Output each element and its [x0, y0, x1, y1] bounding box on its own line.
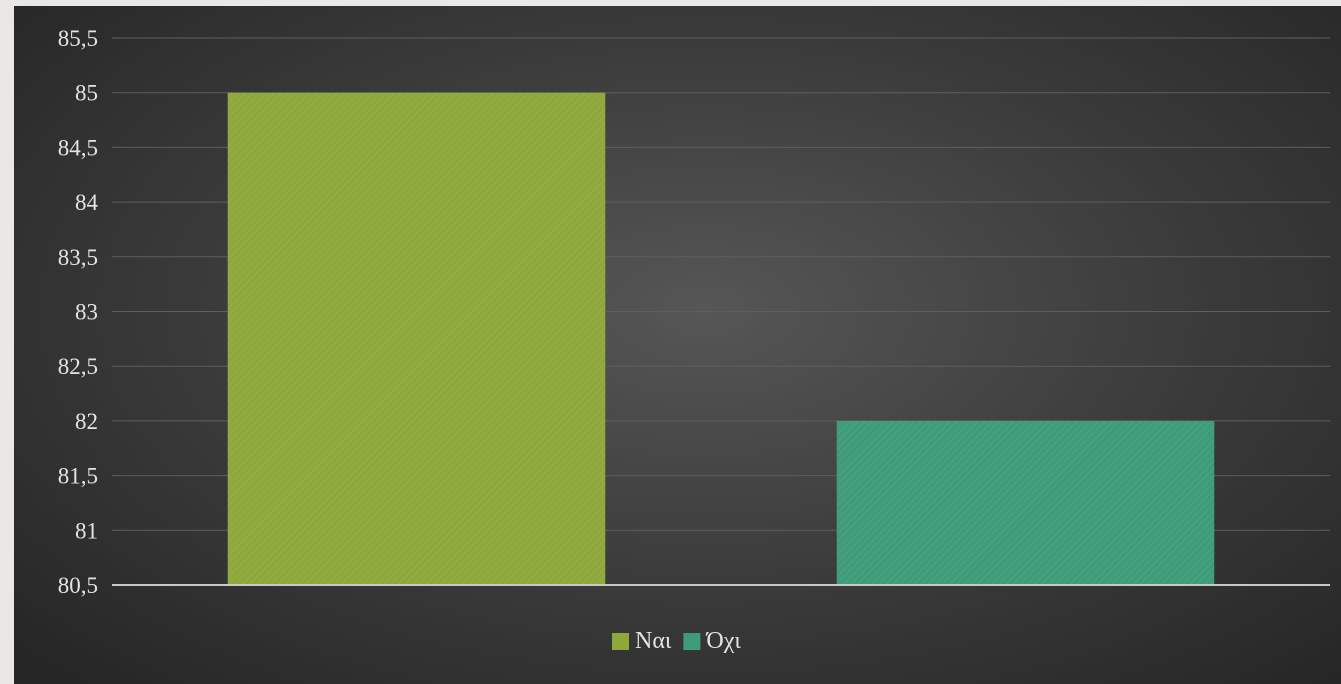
- y-tick-label: 85: [75, 81, 98, 106]
- y-axis: 80,5 81 81,5 82 82,5 83 83,5 84 84,5 85 85,5: [58, 26, 1330, 598]
- legend: Ναι Όχι: [612, 628, 741, 654]
- y-tick-label: 83: [75, 300, 98, 325]
- y-tick-label: 82: [75, 409, 98, 434]
- legend-swatch-1: [612, 633, 629, 650]
- y-tick-label: 82,5: [58, 354, 98, 379]
- bar-texture: [836, 420, 1215, 585]
- y-tick-label: 85,5: [58, 26, 98, 51]
- chart-area: 80,5 81 81,5 82 82,5 83 83,5 84 84,5 85 85,5 Ναι Όχ…: [14, 6, 1341, 684]
- y-tick-label: 81,5: [58, 464, 98, 489]
- legend-label-1: Ναι: [635, 628, 672, 654]
- legend-swatch-2: [683, 633, 701, 650]
- y-tick-label: 80,5: [58, 573, 98, 598]
- y-tick-label: 84: [75, 190, 99, 215]
- y-tick-label: 83,5: [58, 245, 98, 270]
- bars: [227, 92, 1215, 585]
- bar-texture: [227, 92, 606, 585]
- y-tick-label: 84,5: [58, 135, 98, 160]
- y-tick-label: 81: [75, 518, 98, 543]
- legend-label-2: Όχι: [705, 628, 741, 654]
- bar-chart: 80,5 81 81,5 82 82,5 83 83,5 84 84,5 85 85,5 Ναι Όχ…: [58, 26, 1330, 654]
